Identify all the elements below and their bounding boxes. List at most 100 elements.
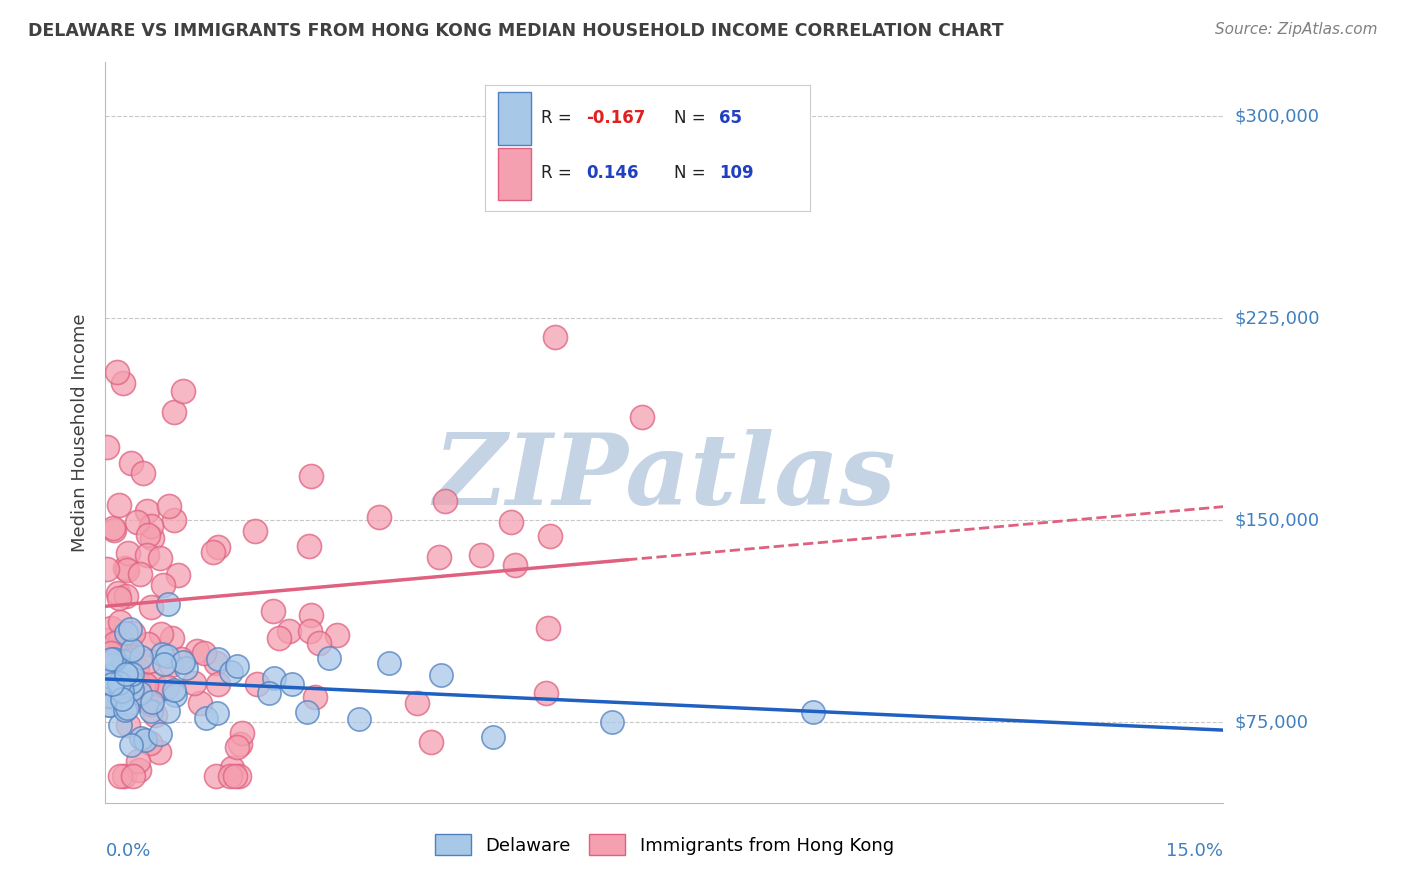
Point xyxy=(134,733,156,747)
Point xyxy=(499,515,522,529)
Point xyxy=(503,558,526,572)
Point xyxy=(98,689,121,703)
Point xyxy=(115,652,138,666)
Point xyxy=(166,568,188,582)
Point xyxy=(108,615,131,630)
Point xyxy=(136,548,159,562)
Point xyxy=(121,682,143,697)
Point xyxy=(205,706,228,720)
Point xyxy=(108,498,131,512)
Point xyxy=(117,546,139,560)
Point xyxy=(103,523,125,537)
Text: 15.0%: 15.0% xyxy=(1166,842,1223,860)
Point xyxy=(136,637,159,651)
Legend: Delaware, Immigrants from Hong Kong: Delaware, Immigrants from Hong Kong xyxy=(426,825,903,864)
Point xyxy=(536,686,558,700)
Point xyxy=(219,665,242,679)
Point xyxy=(163,688,186,702)
Point xyxy=(537,621,560,635)
Point xyxy=(100,646,122,660)
Point xyxy=(152,578,174,592)
Point xyxy=(110,676,132,690)
Point xyxy=(347,713,370,727)
Point xyxy=(188,696,211,710)
Point xyxy=(115,701,138,715)
Point xyxy=(111,684,134,698)
Point xyxy=(129,649,152,664)
Point xyxy=(108,591,131,605)
Point xyxy=(163,405,186,419)
Point xyxy=(108,633,131,648)
Point xyxy=(163,682,186,697)
Point xyxy=(128,763,150,777)
Point xyxy=(228,737,250,751)
Point xyxy=(120,675,142,690)
Point xyxy=(298,539,321,553)
Point xyxy=(97,698,120,713)
Point xyxy=(112,769,135,783)
Point xyxy=(160,632,183,646)
Point xyxy=(135,678,157,692)
Point xyxy=(149,551,172,566)
Point xyxy=(427,550,450,565)
Point xyxy=(101,658,124,673)
Point xyxy=(108,682,131,697)
Point xyxy=(225,739,247,754)
Point xyxy=(108,676,131,690)
Point xyxy=(129,686,152,700)
Point xyxy=(100,655,122,669)
Point xyxy=(114,561,136,575)
Point xyxy=(207,540,229,554)
Point xyxy=(204,656,226,670)
Point xyxy=(104,636,127,650)
Point xyxy=(139,519,162,533)
Point xyxy=(600,714,623,729)
Point xyxy=(101,666,124,681)
Text: Source: ZipAtlas.com: Source: ZipAtlas.com xyxy=(1215,22,1378,37)
Point xyxy=(281,677,304,691)
Point xyxy=(139,697,162,711)
Point xyxy=(121,667,143,681)
Point xyxy=(153,657,176,671)
Point xyxy=(433,493,456,508)
Point xyxy=(231,726,253,740)
Point xyxy=(308,636,330,650)
Point xyxy=(143,707,166,722)
Point xyxy=(121,643,143,657)
Point xyxy=(121,769,143,783)
Point xyxy=(377,657,399,671)
Point xyxy=(120,457,142,471)
Point xyxy=(96,669,118,683)
Point xyxy=(115,589,138,603)
Point xyxy=(125,516,148,530)
Point xyxy=(129,731,152,745)
Y-axis label: Median Household Income: Median Household Income xyxy=(72,313,90,552)
Point xyxy=(157,597,180,611)
Point xyxy=(430,667,453,681)
Point xyxy=(544,329,567,343)
Point xyxy=(299,608,322,623)
Point xyxy=(96,689,118,703)
Text: ZIPatlas: ZIPatlas xyxy=(433,429,896,525)
Point xyxy=(176,661,198,675)
Point xyxy=(218,769,240,783)
Point xyxy=(204,769,226,783)
Point xyxy=(405,696,427,710)
Point xyxy=(159,658,181,673)
Point xyxy=(138,654,160,668)
Point xyxy=(117,563,139,577)
Point xyxy=(108,769,131,783)
Point xyxy=(100,677,122,691)
Point xyxy=(127,660,149,674)
Point xyxy=(96,561,118,575)
Point xyxy=(259,686,281,700)
Text: $150,000: $150,000 xyxy=(1234,511,1319,529)
Point xyxy=(107,687,129,701)
Point xyxy=(117,663,139,677)
Point xyxy=(129,566,152,581)
Point xyxy=(121,626,143,640)
Point xyxy=(96,440,118,454)
Point xyxy=(263,671,285,685)
Point xyxy=(141,695,163,709)
Point xyxy=(156,649,179,664)
